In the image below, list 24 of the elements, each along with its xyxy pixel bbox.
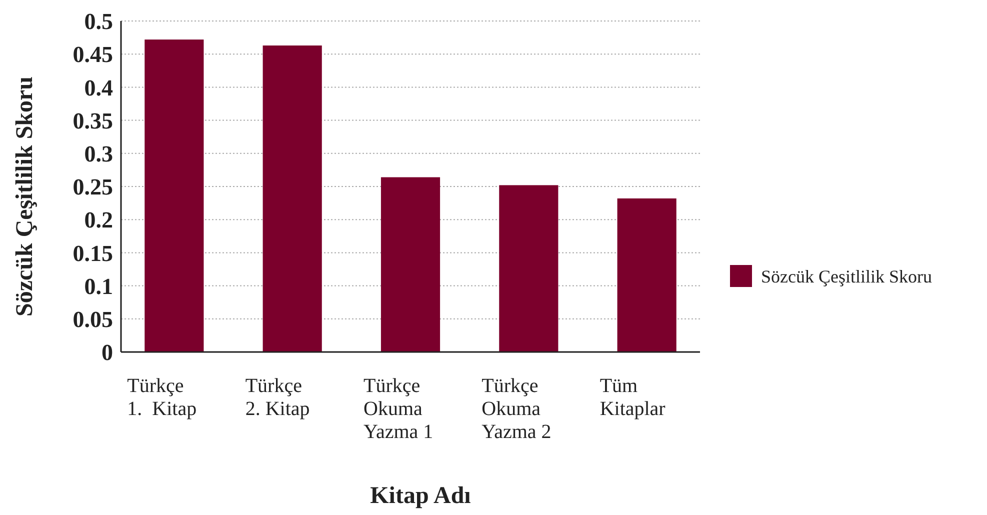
x-tick-label: Türkçe 1. Kitap	[127, 375, 197, 420]
x-axis-title: Kitap Adı	[370, 483, 472, 509]
y-tick-label: 0.25	[72, 174, 113, 200]
y-tick-label: 0.5	[84, 9, 113, 34]
x-tick-label: Türkçe Okuma Yazma 2	[482, 375, 552, 443]
y-tick-label: 0.05	[72, 306, 113, 332]
y-tick-label: 0	[102, 340, 113, 366]
y-tick-label: 0.1	[84, 274, 113, 299]
x-tick-label: Tüm Kitaplar	[600, 375, 666, 420]
y-tick-label: 0.45	[72, 42, 113, 68]
bar	[617, 198, 676, 352]
x-tick-label: Türkçe 2. Kitap	[245, 375, 310, 420]
y-tick-label: 0.2	[84, 208, 113, 233]
bar	[144, 40, 204, 352]
y-tick-label: 0.35	[72, 108, 113, 134]
bar	[499, 185, 558, 352]
bar	[380, 177, 440, 352]
y-tick-label: 0.3	[84, 141, 113, 166]
y-axis-title: Sözcük Çeşitlilik Skoru	[12, 76, 38, 317]
legend-label: Sözcük Çeşitlilik Skoru	[761, 266, 932, 286]
bar	[262, 45, 322, 352]
y-tick-label: 0.4	[84, 75, 114, 100]
y-tick-label: 0.15	[72, 240, 113, 266]
x-tick-label: Türkçe Okuma Yazma 1	[364, 375, 434, 443]
